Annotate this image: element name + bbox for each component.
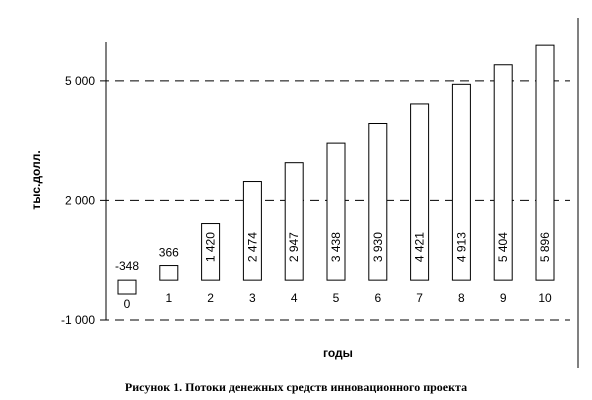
y-axis-label: тыс.долл. [29, 150, 43, 209]
x-tick-label: 7 [416, 291, 423, 305]
bar [117, 279, 137, 295]
value-label: 1 420 [204, 232, 218, 262]
x-tick-label: 9 [500, 291, 507, 305]
value-label: 3 438 [329, 232, 343, 262]
value-labels: -348 366 1 420 2 474 2 947 3 438 3 930 4 421 4 9… [115, 232, 552, 273]
value-label: 4 421 [413, 232, 427, 262]
bar [242, 181, 262, 281]
value-label: 5 404 [496, 232, 510, 262]
bar [535, 44, 555, 281]
value-label: 366 [159, 246, 179, 260]
grid-lines [100, 80, 570, 321]
bar [326, 142, 346, 281]
y-tick-label: 2 000 [65, 193, 95, 207]
bar [284, 162, 304, 281]
y-tick-label: -1 000 [61, 313, 95, 327]
x-tick-label: 8 [458, 291, 465, 305]
x-tick-label: 0 [124, 297, 131, 311]
bar [451, 83, 471, 281]
value-label: -348 [115, 259, 139, 273]
bar [368, 123, 388, 281]
bars [117, 44, 555, 295]
x-axis-label: годы [323, 346, 353, 360]
x-tick-label: 6 [374, 291, 381, 305]
bar [493, 64, 513, 281]
x-tick-label: 4 [291, 291, 298, 305]
y-tick-label: 5 000 [65, 74, 95, 88]
x-tick-label: 1 [165, 291, 172, 305]
x-tick-label: 10 [538, 291, 552, 305]
x-tick-label: 5 [333, 291, 340, 305]
x-tick-label: 2 [207, 291, 214, 305]
figure-caption: Рисунок 1. Потоки денежных средств иннов… [124, 380, 468, 394]
x-tick-label: 3 [249, 291, 256, 305]
value-label: 4 913 [454, 232, 468, 262]
x-tick-labels: 0 1 2 3 4 5 6 7 8 9 10 [124, 291, 552, 311]
value-label: 2 474 [245, 232, 259, 262]
bar [410, 103, 430, 281]
y-tick-labels: -1 000 2 000 5 000 [61, 74, 95, 327]
value-label: 2 947 [287, 232, 301, 262]
bar [201, 223, 221, 281]
bar [159, 265, 179, 281]
value-label: 3 930 [371, 232, 385, 262]
value-label: 5 896 [538, 232, 552, 262]
